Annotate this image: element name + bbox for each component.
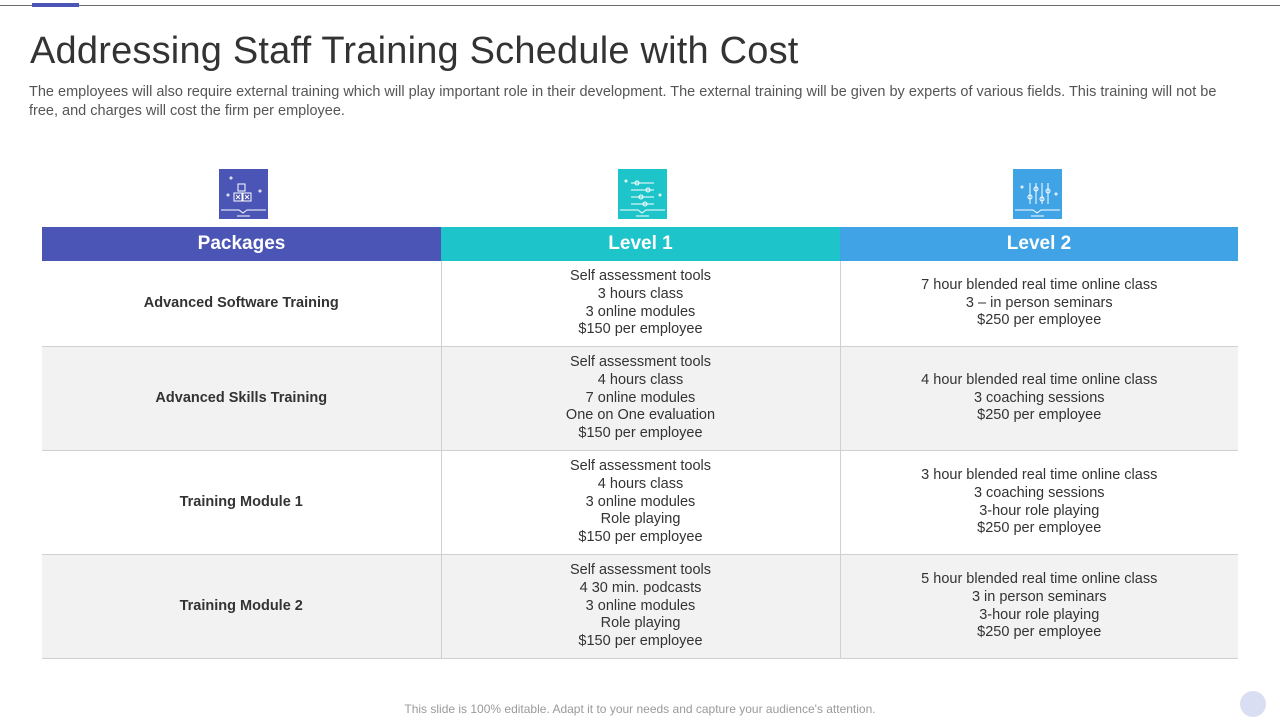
level-1-item: One on One evaluation bbox=[565, 407, 716, 424]
level-1-item: Role playing bbox=[600, 615, 681, 632]
level-1-item: $150 per employee bbox=[578, 321, 703, 338]
boxes-icon bbox=[219, 169, 268, 219]
level-1-item: $150 per employee bbox=[578, 529, 703, 546]
level-2-cell: 3 hour blended real time online class 3 … bbox=[840, 450, 1238, 555]
package-name: Advanced Skills Training bbox=[42, 346, 442, 451]
package-name: Training Module 1 bbox=[42, 450, 442, 555]
level-1-item: 4 hours class bbox=[597, 371, 684, 388]
table-row: Advanced Software Training Self assessme… bbox=[42, 261, 1238, 347]
table-row: Training Module 1 Self assessment tools … bbox=[42, 450, 1238, 555]
header-packages: Packages bbox=[42, 227, 441, 261]
level-2-cell: 7 hour blended real time online class 3 … bbox=[840, 261, 1238, 347]
level-1-item: Self assessment tools bbox=[569, 268, 712, 285]
level-2-item: $250 per employee bbox=[977, 520, 1102, 537]
level-2-item: $250 per employee bbox=[977, 312, 1102, 329]
page-subtitle: The employees will also require external… bbox=[29, 84, 1217, 119]
level-1-item: $150 per employee bbox=[578, 425, 703, 442]
level-2-cell: 5 hour blended real time online class 3 … bbox=[840, 554, 1238, 659]
level-1-item: $150 per employee bbox=[578, 633, 703, 650]
top-rule bbox=[0, 5, 1280, 6]
package-name: Advanced Software Training bbox=[42, 261, 442, 347]
level-1-cell: Self assessment tools 4 hours class 3 on… bbox=[441, 450, 841, 555]
level-1-cell: Self assessment tools 3 hours class 3 on… bbox=[441, 261, 841, 347]
level-2-item: 3 coaching sessions bbox=[973, 389, 1105, 406]
level-2-item: 3 hour blended real time online class bbox=[921, 467, 1158, 484]
table-header-row: Packages Level 1 Level 2 bbox=[42, 227, 1238, 261]
level-1-item: 3 online modules bbox=[585, 597, 696, 614]
level-2-item: 5 hour blended real time online class bbox=[921, 571, 1158, 588]
level-1-item: Self assessment tools bbox=[569, 354, 712, 371]
top-accent-bar bbox=[32, 3, 79, 7]
level-1-item: 4 hours class bbox=[597, 475, 684, 492]
level-1-item: Self assessment tools bbox=[569, 458, 712, 475]
level-2-item: 4 hour blended real time online class bbox=[921, 371, 1158, 388]
table-row: Advanced Skills Training Self assessment… bbox=[42, 346, 1238, 451]
level-1-item: 3 online modules bbox=[585, 493, 696, 510]
training-schedule-table: Packages Level 1 Level 2 Advanced Softwa… bbox=[42, 227, 1238, 659]
page-title: Addressing Staff Training Schedule with … bbox=[30, 30, 799, 72]
level-2-item: 7 hour blended real time online class bbox=[921, 276, 1158, 293]
level-1-item: 4 30 min. podcasts bbox=[579, 579, 702, 596]
footer-note: This slide is 100% editable. Adapt it to… bbox=[404, 702, 876, 716]
package-name: Training Module 2 bbox=[42, 554, 442, 659]
level-1-cell: Self assessment tools 4 30 min. podcasts… bbox=[441, 554, 841, 659]
level-2-item: 3 coaching sessions bbox=[973, 484, 1105, 501]
level-1-item: 3 online modules bbox=[585, 303, 696, 320]
level-1-item: Self assessment tools bbox=[569, 562, 712, 579]
level-1-item: Role playing bbox=[600, 511, 681, 528]
level-1-cell: Self assessment tools 4 hours class 7 on… bbox=[441, 346, 841, 451]
level-2-item: 3 – in person seminars bbox=[965, 294, 1113, 311]
header-level-1: Level 1 bbox=[441, 227, 840, 261]
level-2-item: $250 per employee bbox=[977, 407, 1102, 424]
level-2-item: 3-hour role playing bbox=[979, 502, 1100, 519]
level-2-item: $250 per employee bbox=[977, 624, 1102, 641]
header-level-2: Level 2 bbox=[840, 227, 1238, 261]
level-1-item: 7 online modules bbox=[585, 389, 696, 406]
table-row: Training Module 2 Self assessment tools … bbox=[42, 554, 1238, 659]
sliders-horizontal-icon bbox=[618, 169, 667, 219]
level-1-item: 3 hours class bbox=[597, 285, 684, 302]
level-2-cell: 4 hour blended real time online class 3 … bbox=[840, 346, 1238, 451]
page-indicator-dot bbox=[1240, 691, 1266, 717]
level-2-item: 3 in person seminars bbox=[971, 588, 1107, 605]
sliders-vertical-icon bbox=[1013, 169, 1062, 219]
level-2-item: 3-hour role playing bbox=[979, 606, 1100, 623]
